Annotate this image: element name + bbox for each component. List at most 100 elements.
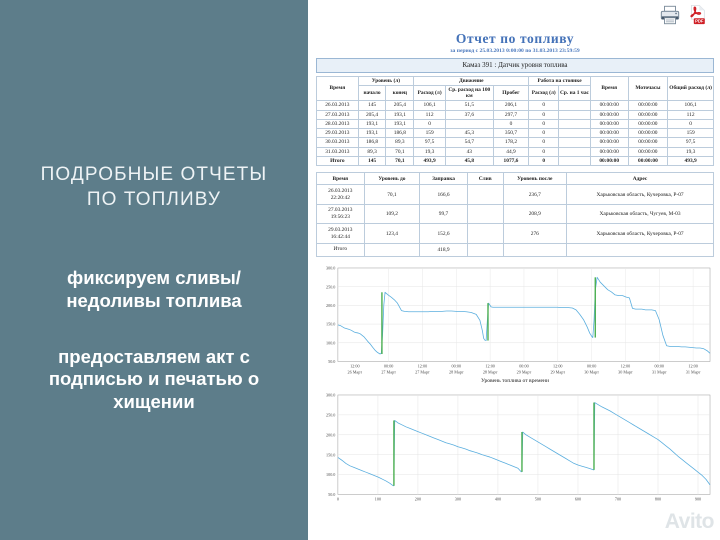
- svg-text:150.0: 150.0: [326, 321, 335, 326]
- cell-time: 00:00:00: [589, 128, 629, 139]
- svg-text:00:00: 00:00: [587, 363, 596, 368]
- cell-time: 00:00:00: [589, 109, 629, 120]
- cell-drain: [466, 242, 504, 257]
- cell-date: 31.03.2013: [316, 146, 359, 157]
- cell-end: 89,3: [385, 137, 415, 148]
- col-park-consumption: Расход (л): [528, 84, 560, 102]
- cell-cons: 493,9: [413, 155, 446, 167]
- table-row: Итого 145 70,1 493,9 45,8 1077,6 0 00:00:00 00:0…: [316, 155, 714, 167]
- svg-text:700: 700: [615, 497, 621, 502]
- cell-total: 97,5: [667, 137, 714, 148]
- fuel-events-body: 26.03.2013 22:20:42 70,1 166,6 236,7 Харьковс…: [316, 184, 714, 257]
- avito-watermark: Avito: [664, 510, 715, 533]
- cell-date: 29.03.2013: [316, 128, 359, 139]
- col-total-time: Время: [589, 75, 629, 102]
- table-header-row: Время Уровень до Заправка Слив Уровень п…: [316, 172, 714, 186]
- cell-date: 27.03.2013: [316, 109, 359, 120]
- cell-end: 205,4: [385, 100, 415, 111]
- fuel-events-table: Время Уровень до Заправка Слив Уровень п…: [316, 172, 714, 257]
- table-row: 27.03.2013 19:56:23 109,2 99,7 208,9 Харьковс…: [316, 203, 714, 225]
- cell-mileage: 350,7: [492, 128, 530, 139]
- cell-address: Харьковская область, Чугуев, М-03: [566, 203, 714, 225]
- cell-total: 159: [667, 128, 714, 139]
- cell-avg100: [444, 118, 494, 130]
- cell-event-time: 26.03.2013 22:20:42: [316, 184, 365, 205]
- printer-icon[interactable]: [659, 4, 681, 26]
- pdf-export-icon[interactable]: PDF: [686, 4, 708, 26]
- svg-text:500: 500: [535, 497, 541, 502]
- cell-drain: [466, 203, 504, 225]
- cell-start: 145: [357, 100, 387, 111]
- promo-bullet-2-line3: хищении: [113, 391, 195, 413]
- col-drain: Слив: [466, 172, 504, 186]
- cell-after: [502, 242, 568, 257]
- svg-text:00:00: 00:00: [384, 363, 393, 368]
- cell-before: 109,2: [363, 203, 421, 225]
- promo-bullet-2-line2: подписью и печатью о: [48, 368, 260, 390]
- cell-refuel: 152,6: [419, 223, 468, 244]
- cell-mhours: 00:00:00: [627, 118, 669, 130]
- cell-time: 00:00:00: [589, 137, 629, 148]
- cell-pcons: 0: [528, 118, 560, 130]
- cell-address: Харьковская область, Кучеровка, Р-07: [566, 223, 714, 244]
- cell-start: 193,1: [357, 128, 387, 139]
- svg-text:50.0: 50.0: [328, 359, 335, 364]
- svg-text:31 Март: 31 Март: [652, 369, 667, 374]
- cell-phour: [558, 146, 591, 157]
- svg-text:00:00: 00:00: [519, 363, 528, 368]
- cell-total: 0: [667, 118, 714, 130]
- col-time: Время: [316, 75, 359, 102]
- col-event-time: Время: [316, 172, 365, 186]
- table-row: 31.03.2013 89,3 70,1 19,3 43 44,9 0 00:00:00 00:…: [316, 146, 714, 157]
- cell-avg100: 45,8: [444, 155, 494, 167]
- svg-text:30 Март: 30 Март: [618, 369, 633, 374]
- cell-drain: [466, 184, 504, 205]
- cell-cons: 97,5: [413, 137, 446, 148]
- table-row: 27.03.2013 205,4 193,1 112 37,6 297,7 0 00:00:0…: [316, 109, 714, 120]
- col-engine-hours: Моточасы: [627, 75, 669, 102]
- svg-text:300.0: 300.0: [326, 265, 335, 270]
- cell-refuel: 418,9: [419, 242, 468, 257]
- svg-text:28 Март: 28 Март: [483, 369, 498, 374]
- cell-total: 19,3: [667, 146, 714, 157]
- svg-text:900: 900: [695, 497, 701, 502]
- svg-text:400: 400: [495, 497, 501, 502]
- cell-end: 186,8: [385, 128, 415, 139]
- svg-text:200.0: 200.0: [326, 432, 335, 437]
- svg-text:27 Март: 27 Март: [381, 369, 396, 374]
- cell-mileage: 1077,6: [492, 155, 530, 167]
- cell-after: 236,7: [502, 184, 568, 205]
- cell-event-time: 29.03.2013 16:42:44: [316, 223, 365, 244]
- svg-text:300.0: 300.0: [326, 393, 335, 398]
- cell-start: 89,3: [357, 146, 387, 157]
- cell-cons: 159: [413, 128, 446, 139]
- cell-total: 106,1: [667, 100, 714, 111]
- col-level-end: конец: [385, 84, 415, 102]
- cell-time: 00:00:00: [589, 100, 629, 111]
- report-toolbar: PDF: [316, 4, 714, 30]
- promo-bullet-1-line2: недоливы топлива: [66, 289, 242, 311]
- fuel-level-index-chart: 50.0 100.0 150.0 200.0 250.0 300.0 0 100 200 300 4…: [316, 391, 714, 507]
- svg-text:30 Март: 30 Март: [584, 369, 599, 374]
- promo-bullet-2-line1: предоставляем акт с: [58, 345, 250, 367]
- cell-date: 26.03.2013: [316, 100, 359, 111]
- cell-avg100: 43: [444, 146, 494, 157]
- cell-mhours: 00:00:00: [627, 128, 669, 139]
- col-refuel: Заправка: [419, 172, 468, 186]
- promo-bullet-1: фиксируем сливы/ недоливы топлива: [66, 267, 241, 313]
- cell-cons: 112: [413, 109, 446, 120]
- promo-panel: ПОДРОБНЫЕ ОТЧЕТЫ ПО ТОПЛИВУ фиксируем сл…: [0, 0, 308, 540]
- cell-avg100: 51,5: [444, 100, 494, 111]
- svg-text:31 Март: 31 Март: [686, 369, 701, 374]
- svg-text:28 Март: 28 Март: [449, 369, 464, 374]
- cell-mileage: 206,1: [492, 100, 530, 111]
- cell-mileage: 0: [492, 118, 530, 130]
- cell-pcons: 0: [528, 109, 560, 120]
- cell-end: 70,1: [385, 146, 415, 157]
- cell-refuel: 99,7: [419, 203, 468, 225]
- cell-end: 70,1: [385, 155, 415, 167]
- table-row: 29.03.2013 16:42:44 123,4 152,6 276 Харьковск…: [316, 223, 714, 244]
- cell-event-time: 27.03.2013 19:56:23: [316, 203, 365, 225]
- col-level-start: начало: [357, 84, 387, 102]
- svg-text:12:00: 12:00: [485, 363, 494, 368]
